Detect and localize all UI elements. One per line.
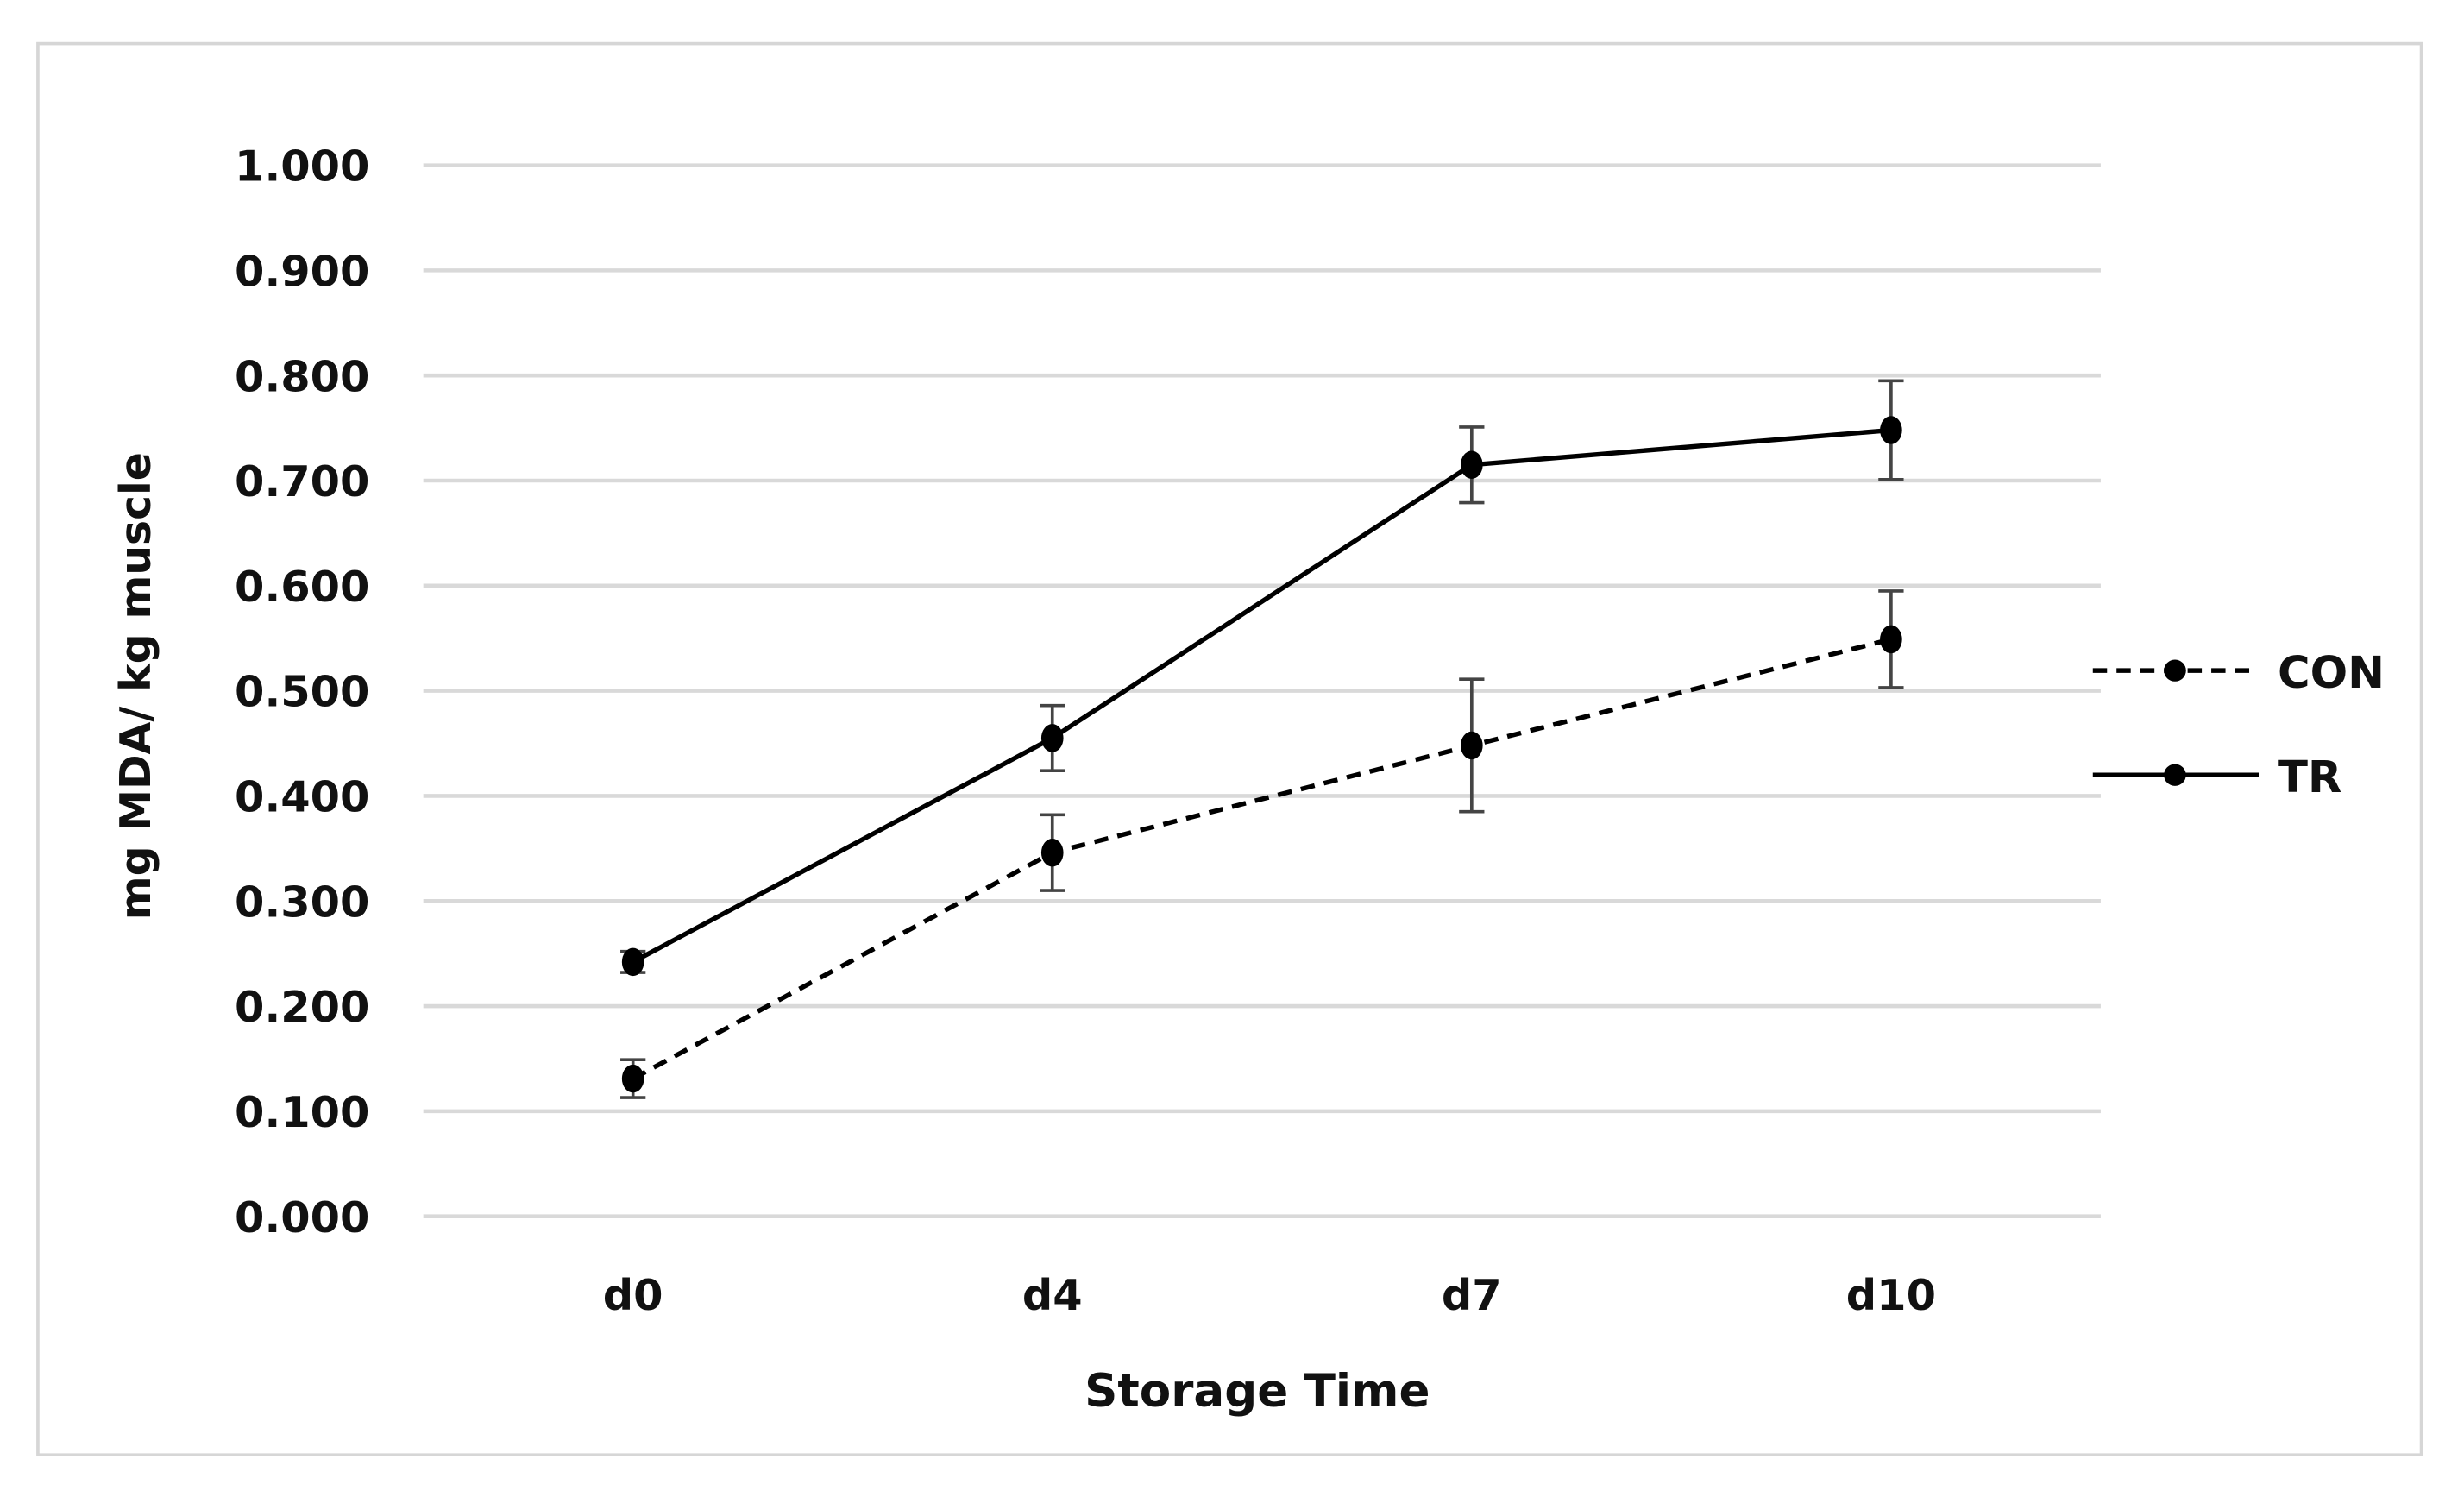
y-tick-label: 0.200 xyxy=(235,982,369,1032)
y-tick-label: 0.400 xyxy=(235,772,369,822)
legend-marker-con xyxy=(2164,659,2186,682)
data-point xyxy=(621,1064,644,1093)
chart-frame xyxy=(36,41,2423,1457)
series-tr xyxy=(620,379,1904,977)
y-tick-label: 0.700 xyxy=(235,456,369,506)
data-point xyxy=(1040,838,1064,867)
y-tick-label: 0.800 xyxy=(235,352,369,402)
y-axis-label: mg MDA/ kg muscle xyxy=(110,452,160,920)
x-tick-labels: d0 d4 d7 d10 xyxy=(603,1270,1936,1320)
x-tick-label: d4 xyxy=(1022,1270,1083,1320)
data-point xyxy=(1880,625,1902,654)
x-axis-label: Storage Time xyxy=(1084,1365,1430,1418)
series-con xyxy=(620,589,1904,1099)
data-point xyxy=(1461,731,1483,760)
data-point xyxy=(621,947,644,977)
y-tick-labels: 0.000 0.100 0.200 0.300 0.400 0.500 0.600 0.700… xyxy=(235,142,369,1242)
y-tick-label: 0.500 xyxy=(235,667,369,717)
x-tick-label: d0 xyxy=(603,1270,663,1320)
y-tick-label: 0.900 xyxy=(235,247,369,297)
series-line xyxy=(632,427,1892,965)
y-tick-label: 0.600 xyxy=(235,562,369,612)
x-tick-label: d10 xyxy=(1846,1270,1936,1320)
series-group xyxy=(620,379,1904,1099)
gridlines xyxy=(423,163,2101,1218)
legend-marker-tr xyxy=(2164,764,2186,786)
data-point xyxy=(1040,724,1064,752)
legend-label-tr: TR xyxy=(2278,752,2341,803)
y-tick-label: 0.100 xyxy=(235,1087,369,1137)
legend: CON TR xyxy=(2092,648,2385,803)
y-tick-label: 1.000 xyxy=(235,142,369,192)
series-line xyxy=(632,637,1892,1081)
x-tick-label: d7 xyxy=(1442,1270,1502,1320)
data-point xyxy=(1461,450,1483,480)
y-tick-label: 0.000 xyxy=(235,1192,369,1242)
data-point xyxy=(1880,416,1902,444)
y-tick-label: 0.300 xyxy=(235,877,369,928)
legend-label-con: CON xyxy=(2278,648,2385,699)
